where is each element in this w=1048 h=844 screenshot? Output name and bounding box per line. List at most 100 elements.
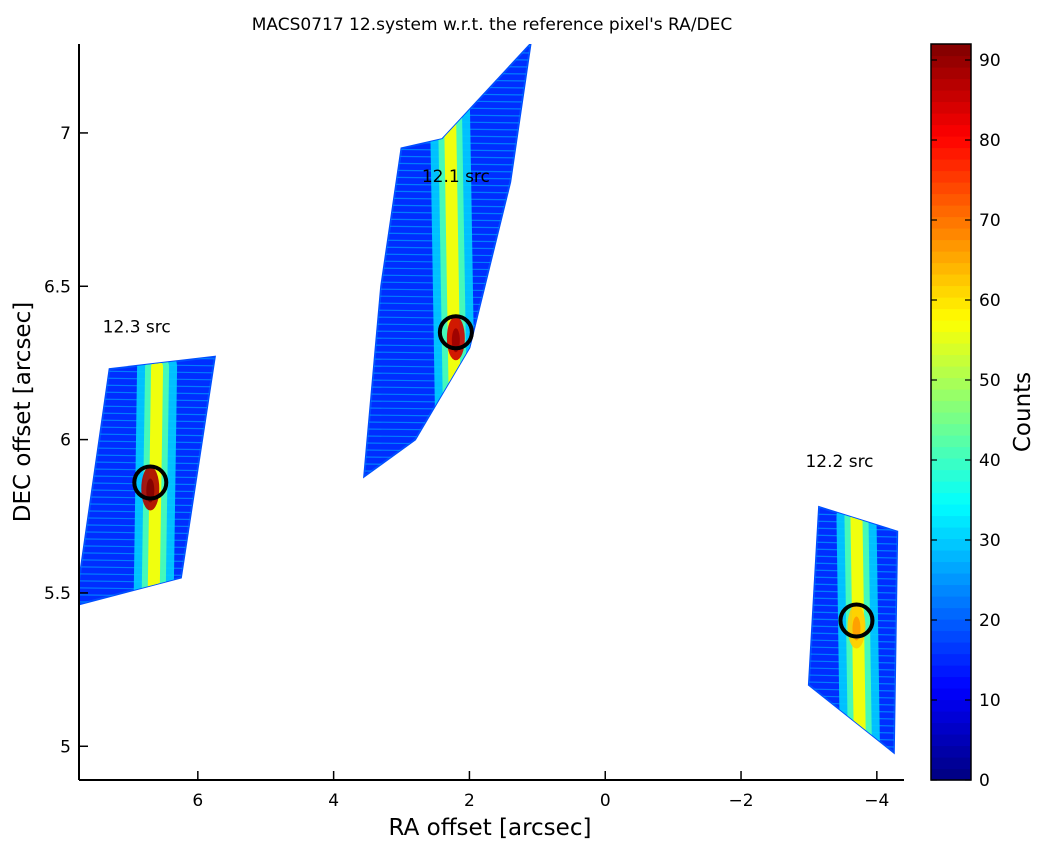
colorbar-band: [931, 458, 971, 471]
colorbar-tick-label: 90: [979, 51, 1001, 71]
x-ticks: 6 4 2 0 −2 −4: [192, 771, 889, 811]
colorbar-band: [931, 757, 971, 770]
colorbar-band: [931, 653, 971, 666]
colorbar-band: [931, 711, 971, 724]
colorbar-band: [931, 412, 971, 425]
colorbar-band: [931, 228, 971, 241]
colorbar-band: [931, 147, 971, 160]
colorbar-band: [931, 274, 971, 287]
colorbar-band: [931, 446, 971, 459]
y-ticks: 5 5.5 6 6.5 7: [44, 124, 88, 757]
x-axis-label: RA offset [arcsec]: [389, 815, 592, 841]
region-texture-row: [79, 601, 215, 605]
colorbar-band: [931, 699, 971, 712]
colorbar-band: [931, 734, 971, 747]
y-tick-label: 6: [60, 431, 71, 451]
colorbar-band: [931, 297, 971, 310]
x-tick-label: −4: [864, 791, 889, 811]
colorbar-band: [931, 308, 971, 321]
colorbar-frame: [930, 43, 972, 781]
colorbar-tick-label: 0: [979, 771, 990, 791]
region-label: 12.1 src: [422, 167, 490, 187]
colorbar-band: [931, 205, 971, 218]
colorbar-tick-label: 60: [979, 291, 1001, 311]
colorbar-band: [931, 630, 971, 643]
region: 12.1 src: [363, 44, 532, 479]
y-tick-label: 5.5: [44, 584, 71, 604]
colorbar-band: [931, 642, 971, 655]
colorbar-band: [931, 619, 971, 632]
colorbar-band: [931, 550, 971, 563]
colorbar-band: [931, 423, 971, 436]
colorbar-band: [931, 354, 971, 367]
colorbar-ticks: 0 10 20 30 40 50 60 70 80 90: [931, 51, 1001, 791]
colorbar-band: [931, 216, 971, 229]
colorbar-band: [931, 504, 971, 517]
colorbar-band: [931, 90, 971, 103]
colorbar-tick-label: 70: [979, 211, 1001, 231]
region-texture: [79, 356, 215, 606]
region: 12.2 src: [805, 452, 899, 755]
colorbar-band: [931, 193, 971, 206]
colorbar-tick-label: 80: [979, 131, 1001, 151]
region-texture-row: [364, 470, 531, 474]
colorbar-band: [931, 469, 971, 482]
region-texture-row: [364, 50, 531, 54]
colorbar-band: [931, 124, 971, 137]
colorbar-band: [931, 607, 971, 620]
chart-title: MACS0717 12.system w.r.t. the reference …: [252, 15, 733, 35]
region-ridge: [443, 48, 462, 473]
colorbar-band: [931, 262, 971, 275]
x-tick-label: 0: [600, 791, 611, 811]
y-axis-label: DEC offset [arcsec]: [10, 302, 36, 522]
x-tick-label: 4: [328, 791, 339, 811]
source-circle: [132, 464, 169, 501]
colorbar-band: [931, 722, 971, 735]
colorbar-band: [931, 573, 971, 586]
colorbar-band: [931, 596, 971, 609]
colorbar: 0 10 20 30 40 50 60 70 80 90 Counts: [930, 43, 1036, 791]
colorbar-band: [931, 285, 971, 298]
region: 12.3 src: [79, 317, 216, 606]
regions-layer: 12.3 src 12.1 src 12.2 src: [79, 44, 899, 755]
colorbar-band: [931, 768, 971, 781]
y-tick-label: 7: [60, 124, 71, 144]
region-texture-row: [364, 463, 531, 467]
colorbar-band: [931, 44, 971, 57]
colorbar-band: [931, 492, 971, 505]
colorbar-band: [931, 55, 971, 68]
source-circle: [838, 602, 875, 639]
region-label: 12.2 src: [805, 452, 873, 472]
region-texture-row: [364, 44, 531, 47]
colorbar-tick-label: 30: [979, 531, 1001, 551]
colorbar-band: [931, 745, 971, 758]
colorbar-band: [931, 159, 971, 172]
colorbar-band: [931, 366, 971, 379]
colorbar-band: [931, 239, 971, 252]
colorbar-tick-label: 50: [979, 371, 1001, 391]
colorbar-bands: [931, 44, 971, 781]
colorbar-band: [931, 389, 971, 402]
colorbar-band: [931, 688, 971, 701]
colorbar-band: [931, 182, 971, 195]
colorbar-band: [931, 377, 971, 390]
colorbar-band: [931, 170, 971, 183]
colorbar-band: [931, 665, 971, 678]
colorbar-band: [931, 78, 971, 91]
colorbar-band: [931, 538, 971, 551]
colorbar-band: [931, 331, 971, 344]
colorbar-band: [931, 584, 971, 597]
colorbar-band: [931, 343, 971, 356]
axes-frame: [78, 44, 904, 781]
colorbar-band: [931, 527, 971, 540]
colorbar-band: [931, 101, 971, 114]
colorbar-band: [931, 435, 971, 448]
colorbar-tick-label: 10: [979, 691, 1001, 711]
y-tick-label: 6.5: [44, 277, 71, 297]
colorbar-label: Counts: [1010, 372, 1036, 452]
colorbar-band: [931, 320, 971, 333]
colorbar-band: [931, 515, 971, 528]
colorbar-band: [931, 561, 971, 574]
colorbar-tick-label: 40: [979, 451, 1001, 471]
